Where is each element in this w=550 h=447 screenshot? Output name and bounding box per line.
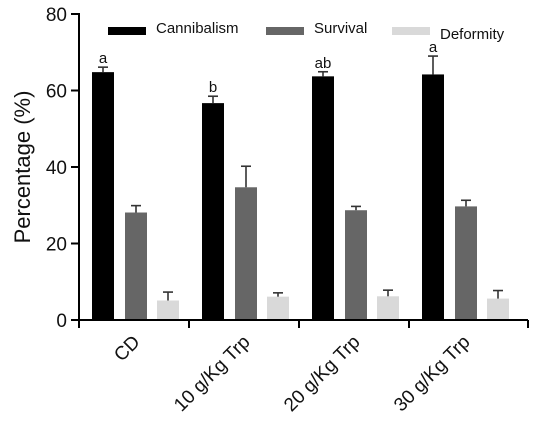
- legend: Cannibalism Survival Deformity: [108, 20, 505, 43]
- bar-survival: [455, 206, 477, 320]
- legend-label: Cannibalism: [156, 20, 239, 37]
- legend-label: Survival: [314, 20, 367, 37]
- bar-deformity: [487, 298, 509, 320]
- legend-swatch-survival: [266, 27, 304, 35]
- bar-cannibalism: [202, 103, 224, 320]
- bar-survival: [125, 212, 147, 320]
- x-tick-label: CD: [110, 332, 144, 366]
- x-tick-label: 20 g/Kg Trp: [280, 332, 364, 416]
- legend-swatch-deformity: [392, 27, 430, 35]
- legend-swatch-cannibalism: [108, 27, 146, 35]
- bar-survival: [235, 187, 257, 320]
- bar-cannibalism: [422, 74, 444, 320]
- bar-cannibalism: [312, 76, 334, 320]
- significance-label: a: [99, 50, 108, 67]
- y-tick-label: 0: [56, 311, 67, 332]
- y-axis: 0 20 40 60 80: [46, 5, 80, 332]
- bar-cannibalism: [92, 72, 114, 320]
- y-tick-label: 20: [46, 235, 67, 256]
- significance-label: b: [209, 79, 217, 96]
- y-tick-label: 80: [46, 5, 67, 26]
- y-axis-title: Percentage (%): [10, 91, 35, 244]
- x-axis: CD 10 g/Kg Trp 20 g/Kg Trp 30 g/Kg Trp: [78, 319, 529, 416]
- bar-survival: [345, 210, 367, 320]
- bar-deformity: [377, 296, 399, 320]
- x-tick-label: 30 g/Kg Trp: [390, 332, 474, 416]
- y-tick-label: 60: [46, 82, 67, 103]
- significance-label: ab: [315, 55, 332, 72]
- x-tick-label: 10 g/Kg Trp: [170, 332, 254, 416]
- significance-label: a: [429, 39, 438, 56]
- legend-label: Deformity: [440, 26, 505, 43]
- bar-deformity: [157, 300, 179, 320]
- y-tick-label: 40: [46, 158, 67, 179]
- bar-deformity: [267, 296, 289, 320]
